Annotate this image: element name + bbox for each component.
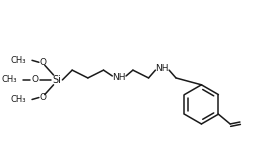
Text: NH: NH (155, 64, 169, 73)
Text: O: O (39, 58, 46, 67)
Text: Si: Si (52, 75, 61, 85)
Text: CH₃: CH₃ (2, 75, 17, 84)
Text: CH₃: CH₃ (11, 56, 26, 65)
Text: CH₃: CH₃ (11, 95, 26, 104)
Text: O: O (31, 75, 38, 84)
Text: O: O (39, 93, 46, 102)
Text: NH: NH (112, 73, 126, 82)
